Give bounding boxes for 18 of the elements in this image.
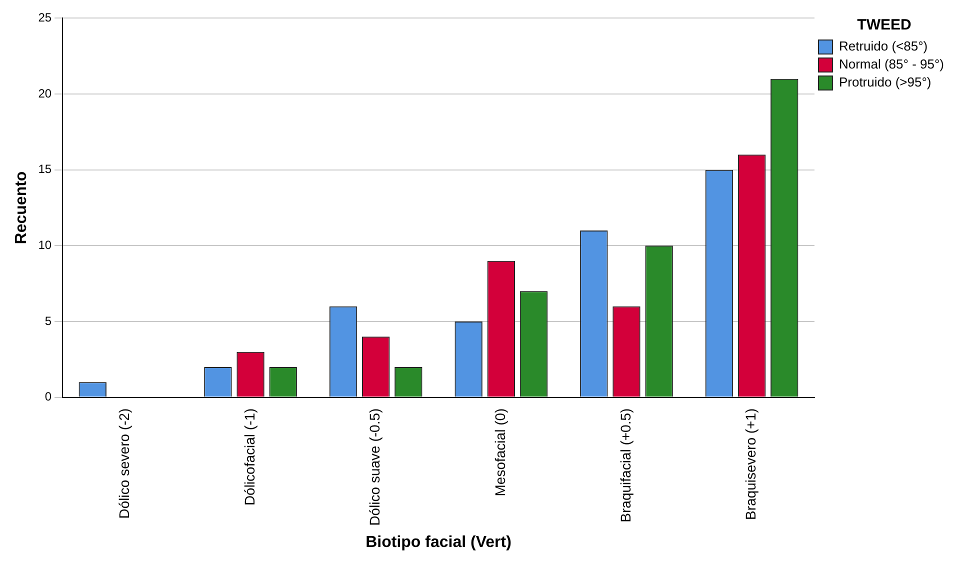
- y-tick-label: 5: [44, 314, 52, 328]
- legend-label: Protruido (>95°): [838, 74, 932, 90]
- legend-label: Normal (85° - 95°): [838, 56, 944, 72]
- x-tick-label: Braquifacial (+0.5): [617, 408, 634, 522]
- legend-title: TWEED: [857, 16, 912, 34]
- x-tick-label: Mesofacial (0): [492, 408, 508, 496]
- x-tick-label: Braquisevero (+1): [742, 408, 759, 520]
- x-axis-title: Biotipo facial (Vert): [366, 534, 512, 551]
- y-tick-label: 0: [44, 390, 52, 404]
- x-tick-label: Dólico severo (-2): [116, 408, 132, 519]
- y-tick-label: 25: [38, 10, 52, 25]
- x-tick-label: Dólico suave (-0.5): [366, 408, 383, 526]
- x-tick-label: Dólicofacial (-1): [241, 408, 258, 506]
- y-tick-label: 15: [38, 162, 52, 176]
- y-tick-label: 20: [38, 86, 52, 100]
- legend-label: Retruido (<85°): [838, 38, 928, 54]
- y-tick-label: 10: [38, 238, 52, 252]
- y-axis-title: Recuento: [13, 171, 30, 244]
